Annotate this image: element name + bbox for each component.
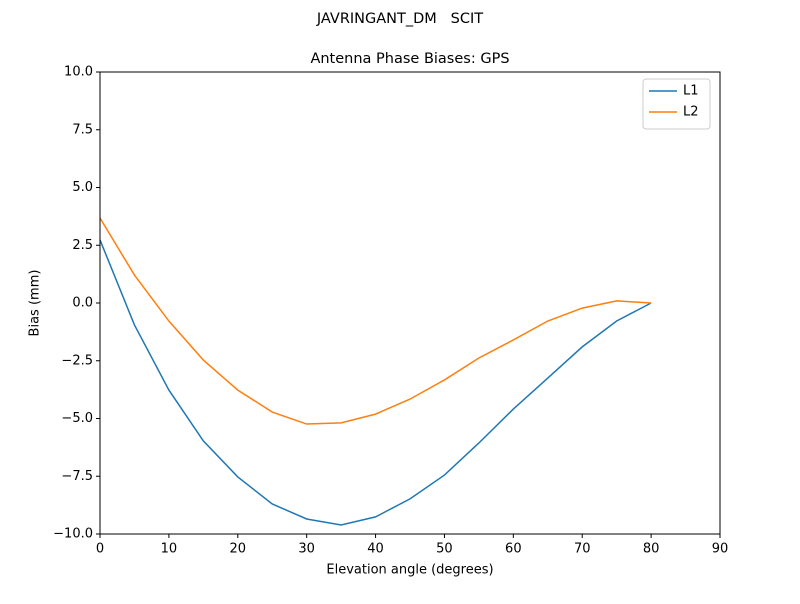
x-tick-label: 70	[574, 542, 591, 557]
suptitle: JAVRINGANT_DM SCIT	[316, 11, 483, 27]
x-tick-label: 50	[436, 542, 453, 557]
line-series	[99, 239, 652, 526]
x-tick-label: 90	[712, 542, 729, 557]
y-tick-label: 10.0	[64, 65, 93, 80]
legend-label: L1	[683, 84, 699, 99]
y-tick-label: −5.0	[61, 411, 93, 426]
y-axis-label: Bias (mm)	[28, 270, 43, 337]
x-axis-label: Elevation angle (degrees)	[326, 563, 493, 578]
y-tick-label: −10.0	[53, 527, 93, 542]
x-tick-label: 60	[505, 542, 522, 557]
x-tick-label: 10	[161, 542, 178, 557]
y-tick-label: −2.5	[61, 353, 93, 368]
x-tick-label: 0	[96, 542, 104, 557]
legend-label: L2	[683, 105, 699, 120]
y-tick-label: 7.5	[72, 122, 93, 137]
legend-box	[642, 78, 711, 130]
x-tick-label: 30	[298, 542, 315, 557]
x-tick-label: 80	[643, 542, 660, 557]
line-series	[99, 217, 652, 425]
x-tick-label: 20	[230, 542, 247, 557]
plot-frame	[99, 71, 721, 535]
y-tick-label: 0.0	[72, 296, 93, 311]
x-tick-label: 40	[367, 542, 384, 557]
chart-title: Antenna Phase Biases: GPS	[310, 51, 509, 67]
y-tick-label: 5.0	[72, 180, 93, 195]
y-tick-label: 2.5	[72, 238, 93, 253]
y-tick-label: −7.5	[61, 469, 93, 484]
